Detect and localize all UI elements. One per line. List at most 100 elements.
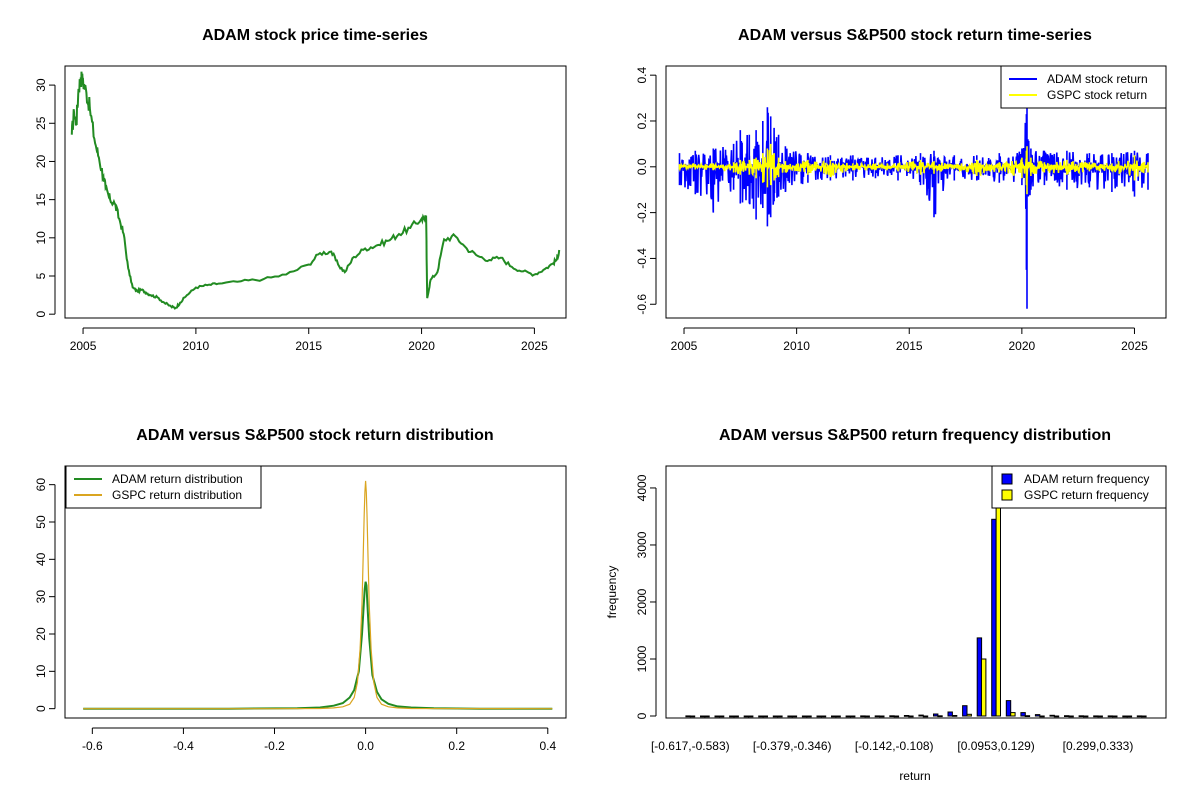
x-tick-label: 2020 [1009, 339, 1036, 353]
frequency-bar [820, 715, 827, 718]
legend-label: ADAM stock return [1047, 72, 1148, 86]
plot-frame [64, 65, 567, 319]
frequency-bar [1078, 715, 1084, 718]
frequency-bar [966, 713, 972, 717]
frequency-bar [685, 715, 691, 718]
x-tick-label: 2015 [896, 339, 923, 353]
frequency-bar [962, 705, 968, 717]
y-tick-label: 0.2 [635, 112, 649, 129]
legend-box [65, 465, 262, 509]
y-tick-label: 40 [34, 552, 48, 566]
frequency-bar [700, 715, 706, 718]
x-tick-label: 2020 [408, 339, 435, 353]
return-distribution-panel: ADAM versus S&P500 stock return distribu… [34, 427, 567, 753]
frequency-bar [762, 715, 768, 718]
frequency-bar [903, 715, 910, 717]
x-tick-label: 2005 [70, 339, 97, 353]
frequency-bar [937, 715, 943, 718]
frequency-bar [947, 711, 953, 717]
plot-frame [64, 465, 567, 719]
legend-box [991, 465, 1167, 509]
frequency-bar [835, 715, 841, 718]
y-tick-label: 4000 [635, 474, 649, 501]
return-frequency-panel: ADAM versus S&P500 return frequency dist… [605, 427, 1167, 783]
frequency-bar [704, 715, 710, 718]
x-tick-label: -0.6 [82, 739, 103, 753]
chart-title: ADAM versus S&P500 return frequency dist… [719, 427, 1111, 444]
frequency-bar [1024, 715, 1031, 718]
frequency-bar [889, 715, 895, 718]
y-tick-label: 0 [34, 705, 48, 712]
x-tick-label: 0.2 [448, 739, 465, 753]
legend-label: ADAM return distribution [112, 472, 243, 486]
y-axis-label: frequency [605, 566, 619, 619]
frequency-bar [1068, 715, 1074, 718]
y-tick-label: -0.2 [635, 202, 649, 223]
frequency-bar [1049, 714, 1055, 717]
frequency-bar [1010, 712, 1016, 717]
frequency-bar [1093, 715, 1099, 718]
y-tick-label: 0 [635, 712, 649, 719]
frequency-bar [893, 715, 900, 718]
y-tick-label: 0.4 [635, 66, 649, 83]
y-tick-label: 30 [34, 590, 48, 604]
frequency-bar [689, 715, 696, 718]
frequency-bar [806, 715, 812, 718]
y-tick-label: 0.0 [635, 158, 649, 175]
frequency-bar [991, 518, 997, 717]
chart-title: ADAM versus S&P500 stock return time-ser… [738, 27, 1092, 44]
frequency-bar [1083, 715, 1089, 718]
y-tick-label: 50 [34, 515, 48, 529]
frequency-bar [860, 715, 866, 718]
frequency-bar [922, 715, 929, 718]
return-series-line [678, 88, 1149, 309]
y-tick-label: 10 [34, 231, 48, 245]
chart-title: ADAM versus S&P500 stock return distribu… [136, 427, 493, 444]
legend-swatch [1001, 473, 1013, 485]
frequency-bar [976, 637, 983, 717]
y-tick-label: 20 [34, 627, 48, 641]
frequency-bar [845, 715, 851, 718]
frequency-bar [718, 715, 725, 718]
y-tick-label: 60 [34, 478, 48, 492]
x-tick-label: [-0.617,-0.583) [651, 739, 730, 753]
x-axis-label: return [899, 769, 930, 783]
density-line [83, 480, 553, 710]
frequency-bar [1141, 715, 1147, 718]
frequency-bar [777, 715, 783, 718]
legend-swatch [1001, 489, 1013, 501]
legend-label: GSPC stock return [1047, 88, 1147, 102]
frequency-bar [908, 715, 914, 718]
frequency-bar [850, 715, 856, 718]
x-tick-label: 0.4 [539, 739, 556, 753]
y-tick-label: -0.6 [635, 294, 649, 315]
frequency-bar [748, 715, 754, 718]
frequency-bar [816, 715, 822, 718]
return-series-line [678, 143, 1149, 195]
frequency-bar [1126, 715, 1133, 718]
frequency-bar [1034, 714, 1041, 717]
x-tick-label: 2010 [183, 339, 210, 353]
frequency-bar [951, 715, 958, 717]
price-series-line [70, 71, 561, 310]
x-tick-label: [-0.379,-0.346) [753, 739, 832, 753]
density-line [83, 581, 553, 710]
frequency-bar [1112, 715, 1118, 718]
x-tick-label: 0.0 [357, 739, 374, 753]
plot-frame [665, 465, 1167, 719]
legend-label: GSPC return distribution [112, 488, 242, 502]
x-tick-label: 2025 [521, 339, 548, 353]
y-tick-label: 20 [34, 154, 48, 168]
x-tick-label: 2005 [671, 339, 698, 353]
x-tick-label: 2010 [783, 339, 810, 353]
frequency-bar [758, 715, 764, 718]
frequency-bar [1107, 715, 1114, 718]
frequency-bar [772, 715, 779, 718]
y-tick-label: 2000 [635, 588, 649, 615]
frequency-bar [981, 658, 987, 717]
frequency-bar [787, 715, 793, 718]
chart-title: ADAM stock price time-series [202, 27, 428, 44]
price-time-series-panel: ADAM stock price time-series 2005 2010 201… [34, 27, 567, 353]
y-tick-label: 0 [34, 311, 48, 318]
